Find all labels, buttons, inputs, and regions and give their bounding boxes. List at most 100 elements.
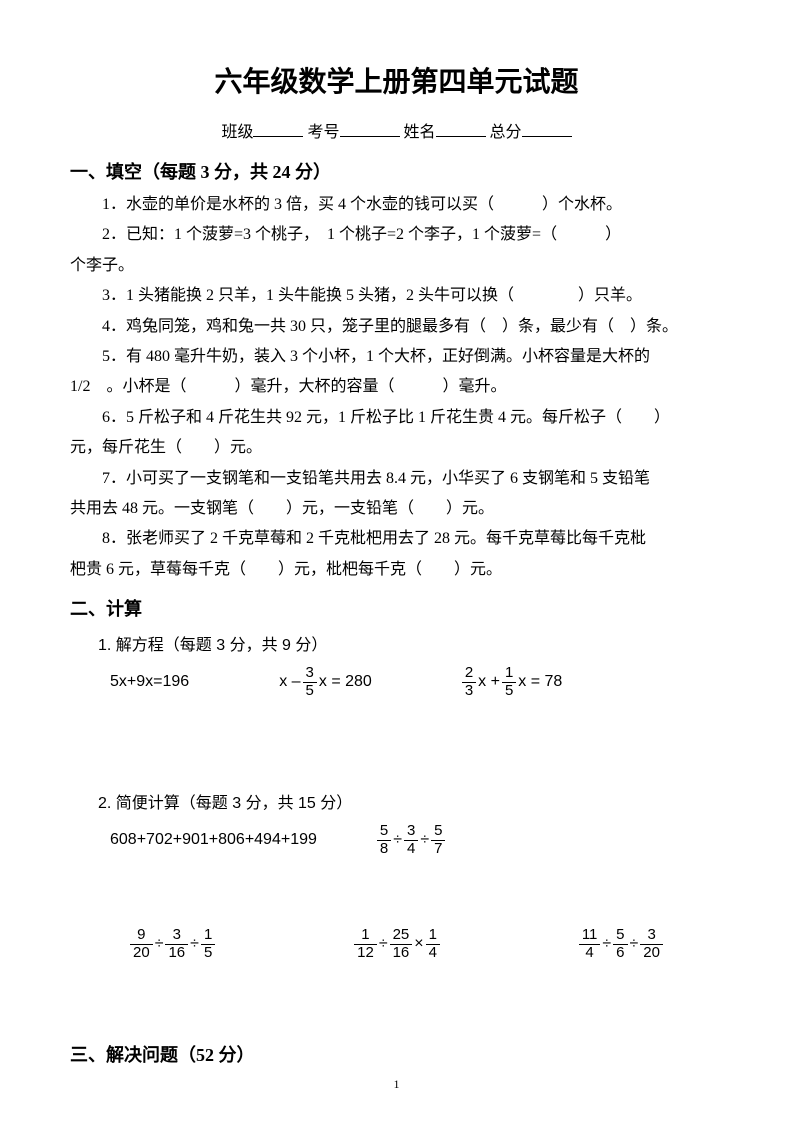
op: ÷	[379, 935, 388, 953]
den: 3	[462, 683, 476, 700]
id-blank[interactable]	[340, 121, 400, 137]
eq-1b-pre: x –	[279, 673, 300, 691]
workspace	[70, 699, 723, 779]
den: 12	[354, 945, 377, 962]
eq-2b: 58 ÷ 34 ÷ 57	[377, 823, 446, 857]
num: 2	[462, 665, 476, 683]
fraction: 35	[303, 665, 317, 699]
class-blank[interactable]	[253, 121, 303, 137]
den: 16	[165, 945, 188, 962]
fraction: 23	[462, 665, 476, 699]
num: 5	[613, 927, 627, 945]
den: 6	[613, 945, 627, 962]
op: ×	[414, 935, 423, 953]
page-number: 1	[0, 1077, 793, 1092]
den: 5	[303, 683, 317, 700]
fraction: 112	[354, 927, 377, 961]
eq-2a: 608+702+901+806+494+199	[110, 831, 317, 849]
q2: 2．已知：1 个菠萝=3 个桃子， 1 个桃子=2 个李子，1 个菠萝=（ ）	[70, 220, 723, 250]
eq-1c: 23 x + 15 x = 78	[462, 665, 563, 699]
fraction: 15	[502, 665, 516, 699]
fraction: 58	[377, 823, 391, 857]
page-title: 六年级数学上册第四单元试题	[70, 60, 723, 100]
score-blank[interactable]	[522, 121, 572, 137]
den: 5	[502, 683, 516, 700]
fraction: 114	[579, 927, 601, 961]
section-2-head: 二、计算	[70, 595, 723, 621]
q1: 1．水壶的单价是水杯的 3 倍，买 4 个水壶的钱可以买（ ）个水杯。	[70, 190, 723, 220]
eq-1b: x – 35 x = 280	[279, 665, 372, 699]
name-blank[interactable]	[436, 121, 486, 137]
num: 1	[502, 665, 516, 683]
class-label: 班级	[221, 124, 253, 141]
fraction: 57	[431, 823, 445, 857]
q6: 6．5 斤松子和 4 斤花生共 92 元，1 斤松子比 1 斤花生贵 4 元。每…	[70, 403, 723, 433]
post: x = 78	[518, 673, 562, 691]
op: ÷	[602, 935, 611, 953]
fraction: 56	[613, 927, 627, 961]
student-info-line: 班级 考号 姓名 总分	[70, 118, 723, 142]
num: 1	[354, 927, 377, 945]
den: 4	[404, 841, 418, 858]
num: 3	[303, 665, 317, 683]
id-label: 考号	[307, 124, 339, 141]
fraction: 34	[404, 823, 418, 857]
q7: 7．小可买了一支钢笔和一支铅笔共用去 8.4 元，小华买了 6 支钢笔和 5 支…	[70, 464, 723, 494]
num: 3	[404, 823, 418, 841]
q8: 8．张老师买了 2 千克草莓和 2 千克枇杷用去了 28 元。每千克草莓比每千克…	[70, 524, 723, 554]
num: 3	[165, 927, 188, 945]
op: ÷	[630, 935, 639, 953]
q7b: 共用去 48 元。一支钢笔（ ）元，一支铅笔（ ）元。	[70, 494, 723, 524]
fraction: 316	[165, 927, 188, 961]
num: 25	[390, 927, 413, 945]
mid: x +	[478, 673, 500, 691]
name-label: 姓名	[404, 124, 436, 141]
fraction: 2516	[390, 927, 413, 961]
workspace	[70, 857, 723, 927]
den: 8	[377, 841, 391, 858]
op: ÷	[190, 935, 199, 953]
workspace	[70, 961, 723, 1031]
sub-2-1: 1. 解方程（每题 3 分，共 9 分）	[98, 631, 723, 655]
q2b: 个李子。	[70, 251, 723, 281]
num: 3	[640, 927, 663, 945]
num: 11	[579, 927, 601, 945]
num: 5	[431, 823, 445, 841]
q6b: 元，每斤花生（ ）元。	[70, 433, 723, 463]
fraction: 320	[640, 927, 663, 961]
den: 20	[130, 945, 153, 962]
equation-row-2: 608+702+901+806+494+199 58 ÷ 34 ÷ 57	[110, 823, 723, 857]
num: 1	[201, 927, 215, 945]
eq-1a: 5x+9x=196	[110, 673, 189, 691]
num: 1	[426, 927, 440, 945]
op: ÷	[420, 831, 429, 849]
fraction: 920	[130, 927, 153, 961]
num: 5	[377, 823, 391, 841]
q3: 3．1 头猪能换 2 只羊，1 头牛能换 5 头猪，2 头牛可以换（ ）只羊。	[70, 281, 723, 311]
eq-3a: 920 ÷ 316 ÷ 15	[130, 927, 215, 961]
den: 4	[426, 945, 440, 962]
score-label: 总分	[490, 124, 522, 141]
section-1-head: 一、填空（每题 3 分，共 24 分）	[70, 158, 723, 184]
equation-row-1: 5x+9x=196 x – 35 x = 280 23 x + 15 x = 7…	[110, 665, 723, 699]
den: 16	[390, 945, 413, 962]
num: 9	[130, 927, 153, 945]
op: ÷	[393, 831, 402, 849]
op: ÷	[155, 935, 164, 953]
q8b: 杷贵 6 元，草莓每千克（ ）元，枇杷每千克（ ）元。	[70, 555, 723, 585]
eq-3c: 114 ÷ 56 ÷ 320	[579, 927, 663, 961]
den: 20	[640, 945, 663, 962]
eq-1b-post: x = 280	[319, 673, 372, 691]
section-3-head: 三、解决问题（52 分）	[70, 1041, 723, 1067]
den: 7	[431, 841, 445, 858]
den: 4	[579, 945, 601, 962]
sub-2-2: 2. 简便计算（每题 3 分，共 15 分）	[98, 789, 723, 813]
eq-3b: 112 ÷ 2516 × 14	[354, 927, 440, 961]
fraction: 15	[201, 927, 215, 961]
q4: 4．鸡兔同笼，鸡和兔一共 30 只，笼子里的腿最多有（ ）条，最少有（ ）条。	[70, 312, 723, 342]
equation-row-3: 920 ÷ 316 ÷ 15 112 ÷ 2516 × 14 114 ÷ 56 …	[130, 927, 663, 961]
fraction: 14	[426, 927, 440, 961]
den: 5	[201, 945, 215, 962]
q5b: 1/2 。小杯是（ ）毫升，大杯的容量（ ）毫升。	[70, 372, 723, 402]
q5: 5．有 480 毫升牛奶，装入 3 个小杯，1 个大杯，正好倒满。小杯容量是大杯…	[70, 342, 723, 372]
